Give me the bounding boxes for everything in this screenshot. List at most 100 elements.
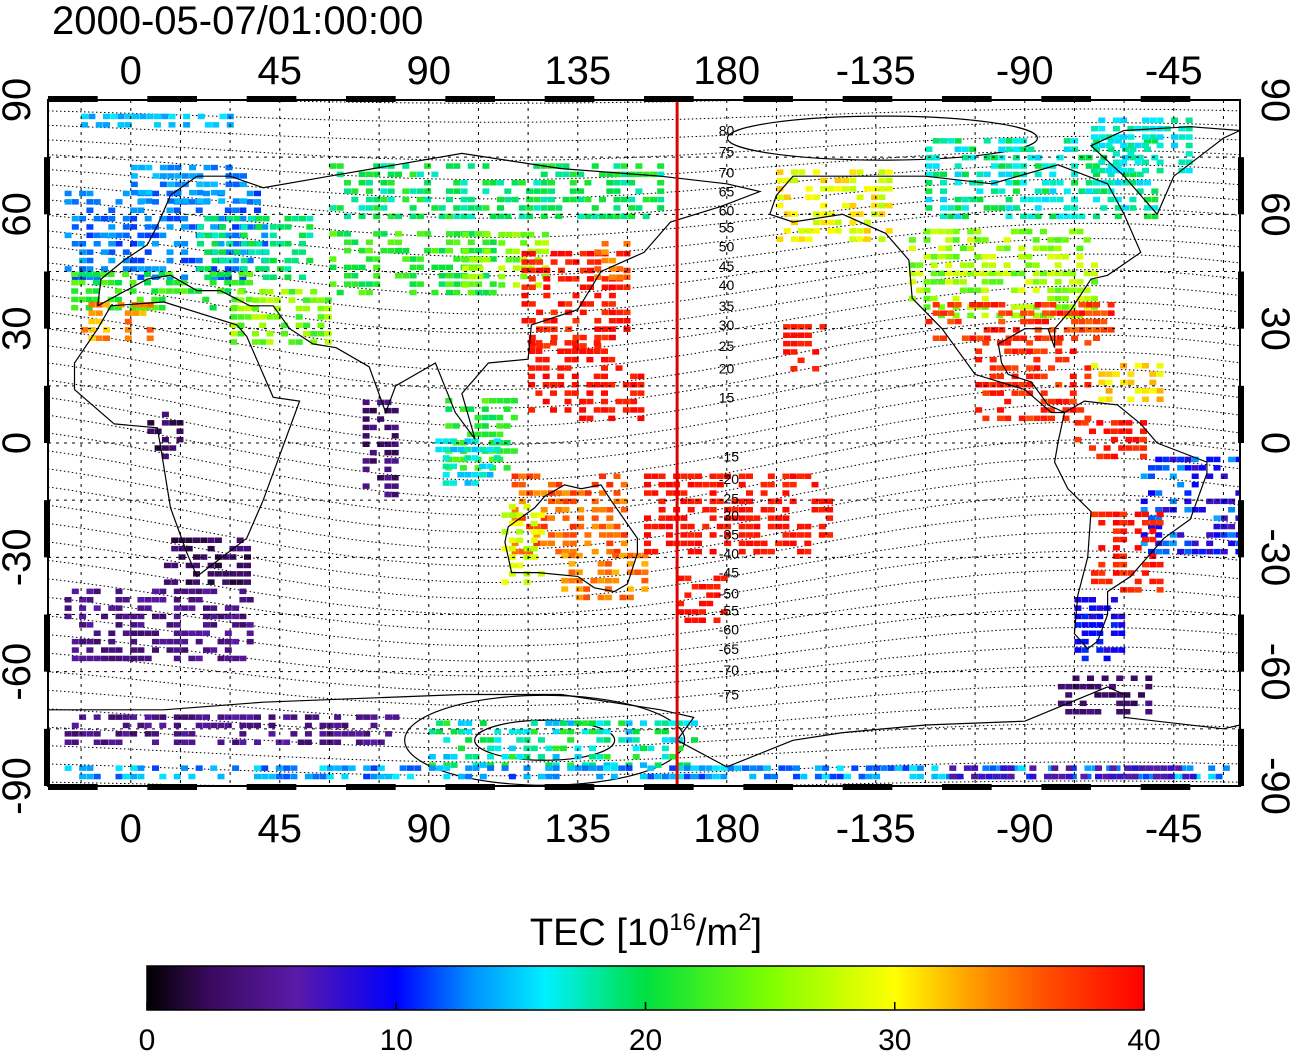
tec-cell (626, 552, 634, 559)
tec-cell (616, 274, 624, 280)
tec-cell (1155, 523, 1163, 530)
tec-cell (351, 264, 359, 271)
tec-cell (575, 577, 583, 584)
tec-cell (746, 540, 753, 547)
tec-cell (306, 215, 314, 222)
tec-cell (217, 638, 225, 645)
tec-cell (873, 773, 881, 780)
tec-cell (391, 483, 399, 489)
tec-cell (518, 205, 526, 211)
tec-cell (1160, 773, 1168, 780)
tec-cell (310, 339, 318, 345)
tec-cell (1000, 765, 1008, 771)
tec-cell (240, 198, 247, 204)
tec-cell (203, 164, 211, 171)
tec-cell (336, 205, 344, 211)
tec-cell (619, 552, 627, 559)
tec-cell (981, 254, 989, 260)
tec-cell (1167, 773, 1175, 780)
x-axis-bottom-label: -90 (996, 807, 1054, 851)
tec-cell (288, 339, 296, 345)
tec-cell (983, 335, 991, 341)
frame-tick-left (44, 728, 50, 786)
tec-cell (489, 213, 497, 220)
tec-cell (86, 274, 94, 280)
tec-cell (501, 762, 509, 768)
tec-cell (79, 605, 87, 611)
tec-cell (200, 554, 208, 560)
tec-cell (1144, 205, 1151, 211)
tec-cell (654, 762, 662, 768)
tec-cell (474, 423, 482, 429)
tec-cell (1078, 302, 1086, 308)
tec-cell (365, 239, 373, 245)
tec-cell (1085, 318, 1093, 325)
tec-cell (608, 334, 616, 341)
tec-cell (1140, 436, 1147, 443)
tec-cell (520, 231, 528, 238)
tec-cell (523, 579, 531, 585)
tec-cell (952, 270, 960, 277)
tec-cell (86, 588, 94, 595)
frame-tick-left (44, 500, 50, 558)
tec-cell (658, 523, 666, 530)
tec-cell (239, 207, 247, 213)
tec-cell (479, 720, 487, 726)
tec-cell (457, 773, 465, 780)
tec-cell (1184, 498, 1192, 505)
tec-cell (604, 569, 612, 575)
tec-cell (115, 613, 123, 620)
tec-cell (391, 424, 399, 431)
tec-cell (1185, 167, 1193, 174)
tec-cell (706, 592, 714, 598)
tec-cell (222, 571, 230, 577)
tec-cell (1127, 396, 1135, 402)
colorbar-tick-label: 20 (629, 1024, 662, 1057)
tec-cell (1098, 511, 1106, 518)
tec-cell (811, 481, 819, 488)
tec-cell (86, 765, 94, 771)
tec-cell (108, 257, 116, 264)
tec-cell (252, 314, 259, 320)
tec-cell (542, 373, 550, 380)
tec-cell (137, 241, 145, 247)
tec-cell (1093, 335, 1100, 341)
tec-cell (552, 773, 560, 780)
tec-cell (203, 190, 210, 197)
magnetic-latitude-label: 70 (719, 164, 735, 180)
frame-tick-bottom (445, 784, 495, 790)
tec-cell (1054, 304, 1062, 310)
tec-cell (634, 552, 642, 559)
tec-cell (1171, 117, 1179, 123)
tec-cell (599, 490, 606, 496)
tec-cell (166, 207, 174, 213)
tec-cell (557, 267, 565, 274)
tec-cell (446, 163, 453, 169)
tec-cell (1078, 213, 1086, 220)
tec-cell (540, 540, 548, 547)
tec-cell (967, 228, 975, 235)
tec-cell (310, 331, 318, 337)
tec-cell (603, 720, 611, 726)
tec-cell (1010, 312, 1018, 319)
tec-cell (144, 232, 152, 239)
tec-cell (601, 249, 609, 255)
tec-cell (1108, 692, 1116, 698)
tec-cell (273, 305, 281, 312)
tec-cell (1112, 371, 1120, 377)
tec-cell (1184, 456, 1192, 463)
tec-cell (827, 211, 835, 217)
tec-cell (991, 205, 998, 211)
tec-cell (93, 296, 100, 303)
tec-cell (324, 305, 332, 312)
tec-cell (738, 532, 746, 538)
tec-cell (608, 407, 616, 413)
tec-cell (1065, 683, 1073, 690)
tec-cell (171, 537, 179, 543)
tec-cell (976, 302, 984, 308)
tec-cell (185, 537, 193, 543)
tec-cell (916, 270, 924, 277)
tec-cell (442, 446, 450, 453)
tec-cell (1074, 638, 1082, 645)
frame-tick-bottom (147, 784, 197, 790)
